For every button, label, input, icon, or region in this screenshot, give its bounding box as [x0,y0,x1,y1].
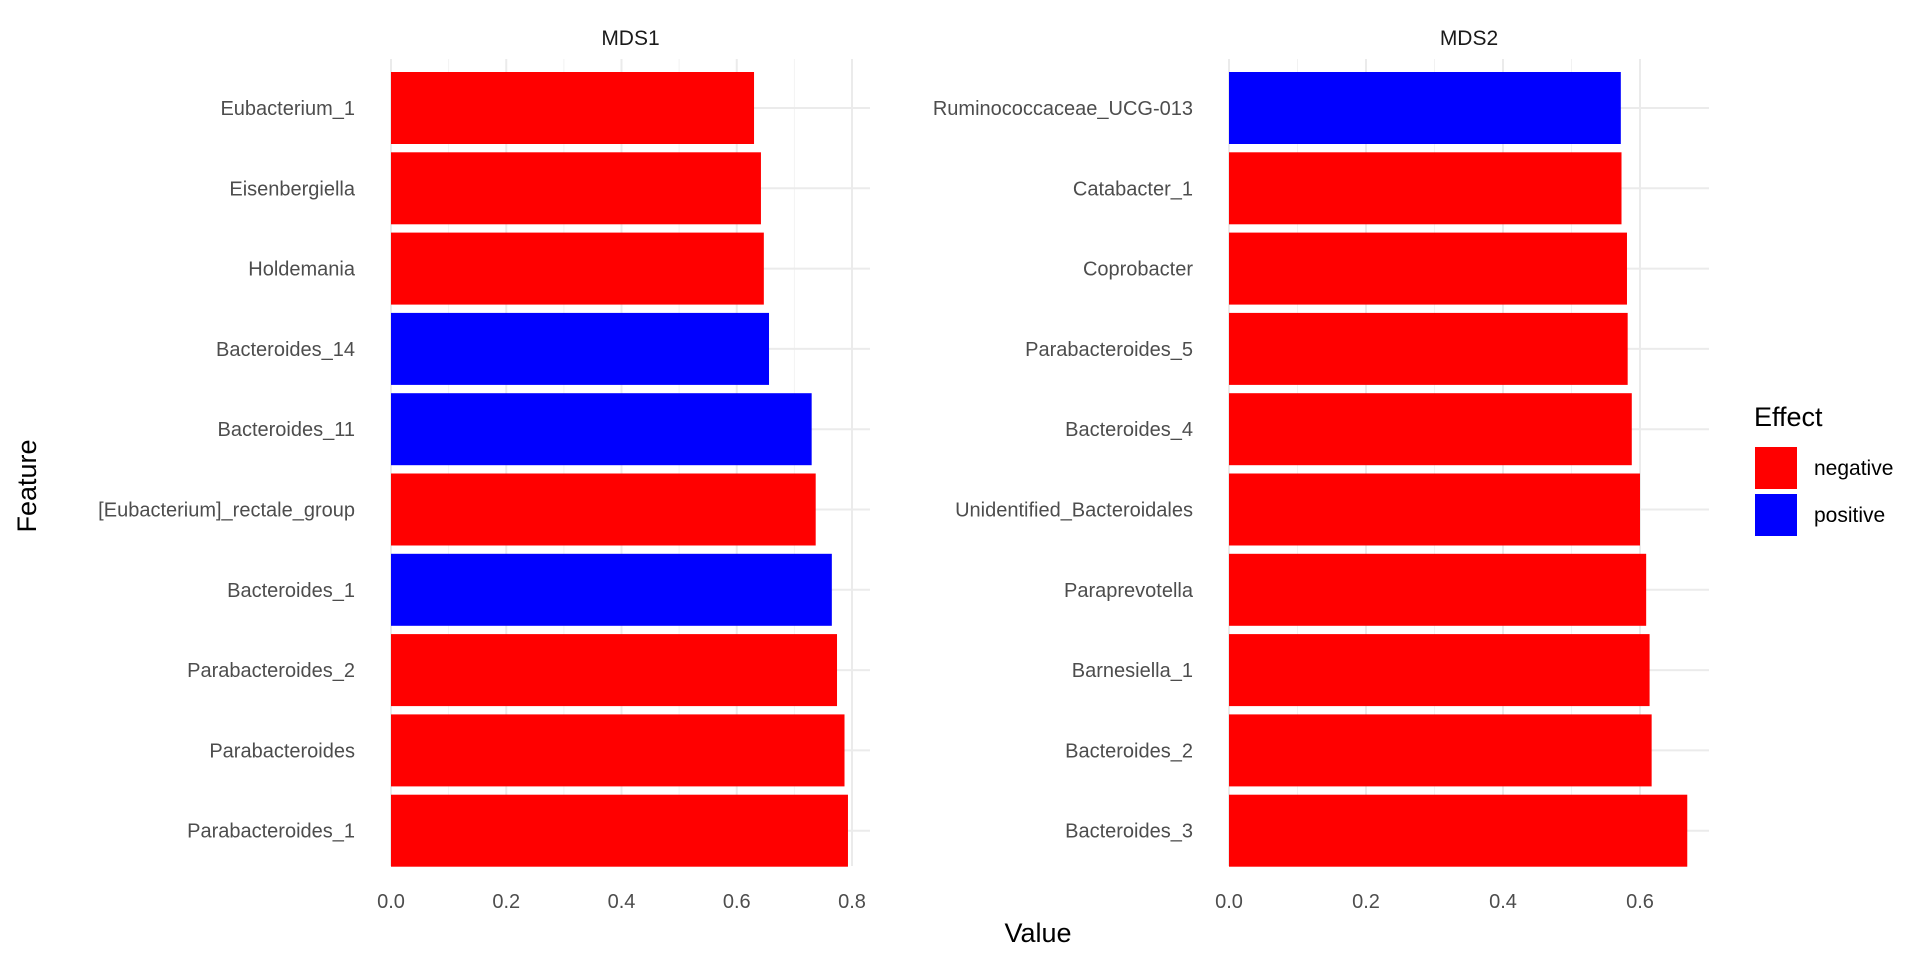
legend-items: negative positive [1755,447,1893,536]
x-tick-label: 0.6 [723,891,751,913]
bar-Bacteroides_1 [391,553,832,626]
facet-title: MDS2 [1440,27,1498,50]
legend: Effect negative positive [1754,402,1893,536]
bar-Unidentified_Bacteroidales [1229,473,1640,546]
bar-Coprobacter [1229,232,1627,305]
x-tick-label: 0.8 [838,891,866,913]
bar-Bacteroides_11 [391,393,812,466]
facet-panel-mds2: 0.0 0.2 0.4 0.6 Ruminococcaceae_UCG-013 Catab… [933,27,1709,913]
facet-panel-mds1: 0.0 0.2 0.4 0.6 0.8 Eubacterium_1 Eisenbergiel… [98,27,870,913]
x-tick-label: 0.2 [1352,891,1380,913]
bar-Holdemania [391,232,764,305]
bar-[Eubacterium]_rectale_group [391,473,816,546]
y-tick-label: Catabacter_1 [1073,178,1193,200]
x-tick-label: 0.0 [377,891,405,913]
y-tick-label: Bacteroides_1 [227,580,355,602]
x-tick-label: 0.4 [608,891,636,913]
facet-title: MDS1 [601,27,659,50]
y-tick-label: Ruminococcaceae_UCG-013 [933,98,1193,120]
y-tick-label: Coprobacter [1083,259,1193,281]
legend-title: Effect [1754,402,1823,432]
y-axis-title: Feature [12,439,42,532]
x-axis-title: Value [1004,918,1071,948]
bar-Barnesiella_1 [1229,634,1650,707]
legend-swatch-negative [1755,447,1797,489]
legend-label-positive: positive [1814,504,1885,527]
y-tick-label: Bacteroides_2 [1065,740,1193,762]
y-tick-label: Barnesiella_1 [1072,660,1193,682]
bar-Eubacterium_1 [391,72,755,144]
bar-Paraprevotella [1229,553,1647,626]
bar-Bacteroides_2 [1229,714,1652,787]
y-tick-label: Holdemania [248,259,356,281]
bar-Parabacteroides_2 [391,634,838,707]
y-tick-label: Parabacteroides_1 [187,821,355,843]
x-tick-label: 0.4 [1489,891,1517,913]
x-tick-label: 0.6 [1626,891,1654,913]
y-tick-label: Unidentified_Bacteroidales [955,500,1193,522]
bar-Ruminococcaceae_UCG-013 [1229,72,1621,144]
bar-Bacteroides_14 [391,312,770,385]
bar-Eisenbergiella [391,152,761,225]
y-tick-label: Bacteroides_4 [1065,419,1193,441]
legend-swatch-positive [1755,494,1797,536]
bar-Parabacteroides_5 [1229,312,1628,385]
y-tick-label: [Eubacterium]_rectale_group [98,500,355,522]
facets-layer: 0.0 0.2 0.4 0.6 0.8 Eubacterium_1 Eisenbergiel… [98,27,1709,913]
y-tick-label: Parabacteroides_5 [1025,339,1193,361]
y-tick-label: Bacteroides_14 [216,339,355,361]
bar-Parabacteroides_1 [391,794,848,867]
y-tick-label: Parabacteroides_2 [187,660,355,682]
legend-label-negative: negative [1814,457,1893,480]
bar-Bacteroides_3 [1229,794,1688,867]
y-tick-label: Bacteroides_11 [218,419,356,441]
y-tick-label: Eisenbergiella [229,178,356,200]
y-tick-label: Eubacterium_1 [220,98,355,120]
y-tick-label: Paraprevotella [1064,580,1194,602]
y-tick-label: Bacteroides_3 [1065,821,1193,843]
bar-Catabacter_1 [1229,152,1622,225]
bar-Bacteroides_4 [1229,393,1632,466]
bar-Parabacteroides [391,714,845,787]
y-tick-label: Parabacteroides [209,740,355,762]
x-tick-label: 0.0 [1215,891,1243,913]
x-tick-label: 0.2 [492,891,520,913]
